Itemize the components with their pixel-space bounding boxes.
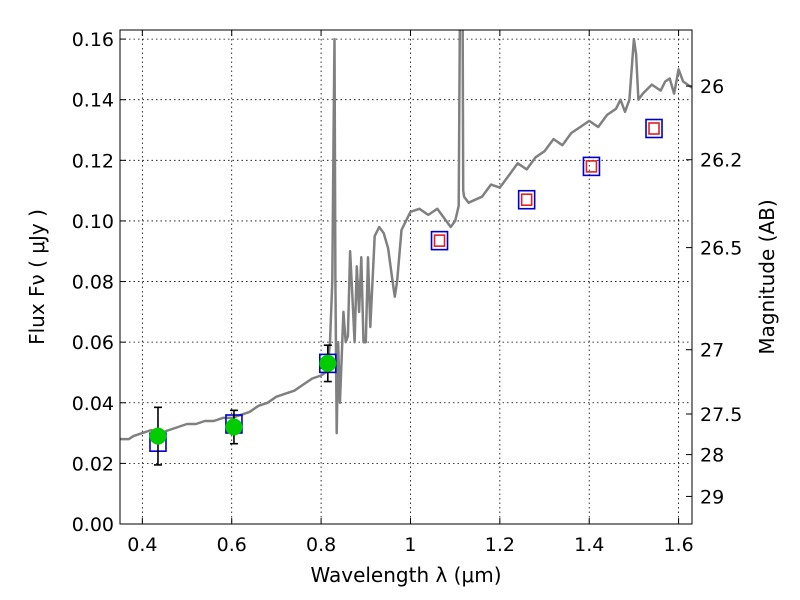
x-tick-label-3: 1 xyxy=(404,534,416,556)
right-tick-label-0: 26 xyxy=(700,76,724,98)
x-axis-label: Wavelength λ (μm) xyxy=(310,563,501,587)
right-tick-label-2: 26.5 xyxy=(700,238,742,260)
y-tick-label-6: 0.12 xyxy=(72,150,114,172)
y-tick-label-1: 0.02 xyxy=(72,453,114,475)
model-photometry-square-3 xyxy=(430,230,449,251)
x-tick-label-2: 0.8 xyxy=(306,534,336,556)
plot-frame xyxy=(119,29,693,525)
right-tick-label-6: 29 xyxy=(700,486,724,508)
y-tick-label-3: 0.06 xyxy=(72,332,114,354)
y-tick-label-2: 0.04 xyxy=(72,393,114,415)
right-tick-label-1: 26.2 xyxy=(700,150,742,172)
y-tick-label-8: 0.16 xyxy=(72,29,114,51)
observed-point-2 xyxy=(319,354,337,372)
x-tick-label-4: 1.2 xyxy=(485,534,515,556)
x-tick-label-0: 0.4 xyxy=(127,534,157,556)
axis-ticks: 0.4 0.6 0.8 1 1.2 1.4 1.6 0.00 0.02 0.04 0.06 0.08 0… xyxy=(72,29,743,556)
model-spectrum-line xyxy=(120,30,692,441)
y-axis-label: Flux Fν ( μJy ) xyxy=(25,209,49,345)
right-tick-label-5: 28 xyxy=(700,445,724,467)
y-tick-label-7: 0.14 xyxy=(72,90,114,112)
observed-point-1 xyxy=(225,418,243,436)
predicted-flux-square-3 xyxy=(648,122,660,135)
y-tick-label-4: 0.08 xyxy=(72,272,114,294)
right-axis-label: Magnitude (AB) xyxy=(755,199,779,354)
plot-marks xyxy=(120,30,692,466)
predicted-flux-square-2 xyxy=(585,160,598,173)
plot-area xyxy=(120,30,692,524)
predicted-flux-square-1 xyxy=(520,193,533,207)
model-photometry-square-6 xyxy=(645,118,663,139)
y-tick-label-0: 0.00 xyxy=(72,514,114,536)
model-photometry-square-5 xyxy=(582,156,601,177)
observed-point-0 xyxy=(149,427,167,445)
right-tick-label-3: 27 xyxy=(700,340,724,362)
predicted-flux-square-0 xyxy=(433,234,446,247)
y-tick-label-5: 0.10 xyxy=(72,211,114,233)
x-tick-label-6: 1.6 xyxy=(663,534,693,556)
model-photometry-square-4 xyxy=(517,189,536,210)
x-tick-label-5: 1.4 xyxy=(574,534,604,556)
x-tick-label-1: 0.6 xyxy=(217,534,247,556)
right-tick-label-4: 27.5 xyxy=(700,404,742,426)
